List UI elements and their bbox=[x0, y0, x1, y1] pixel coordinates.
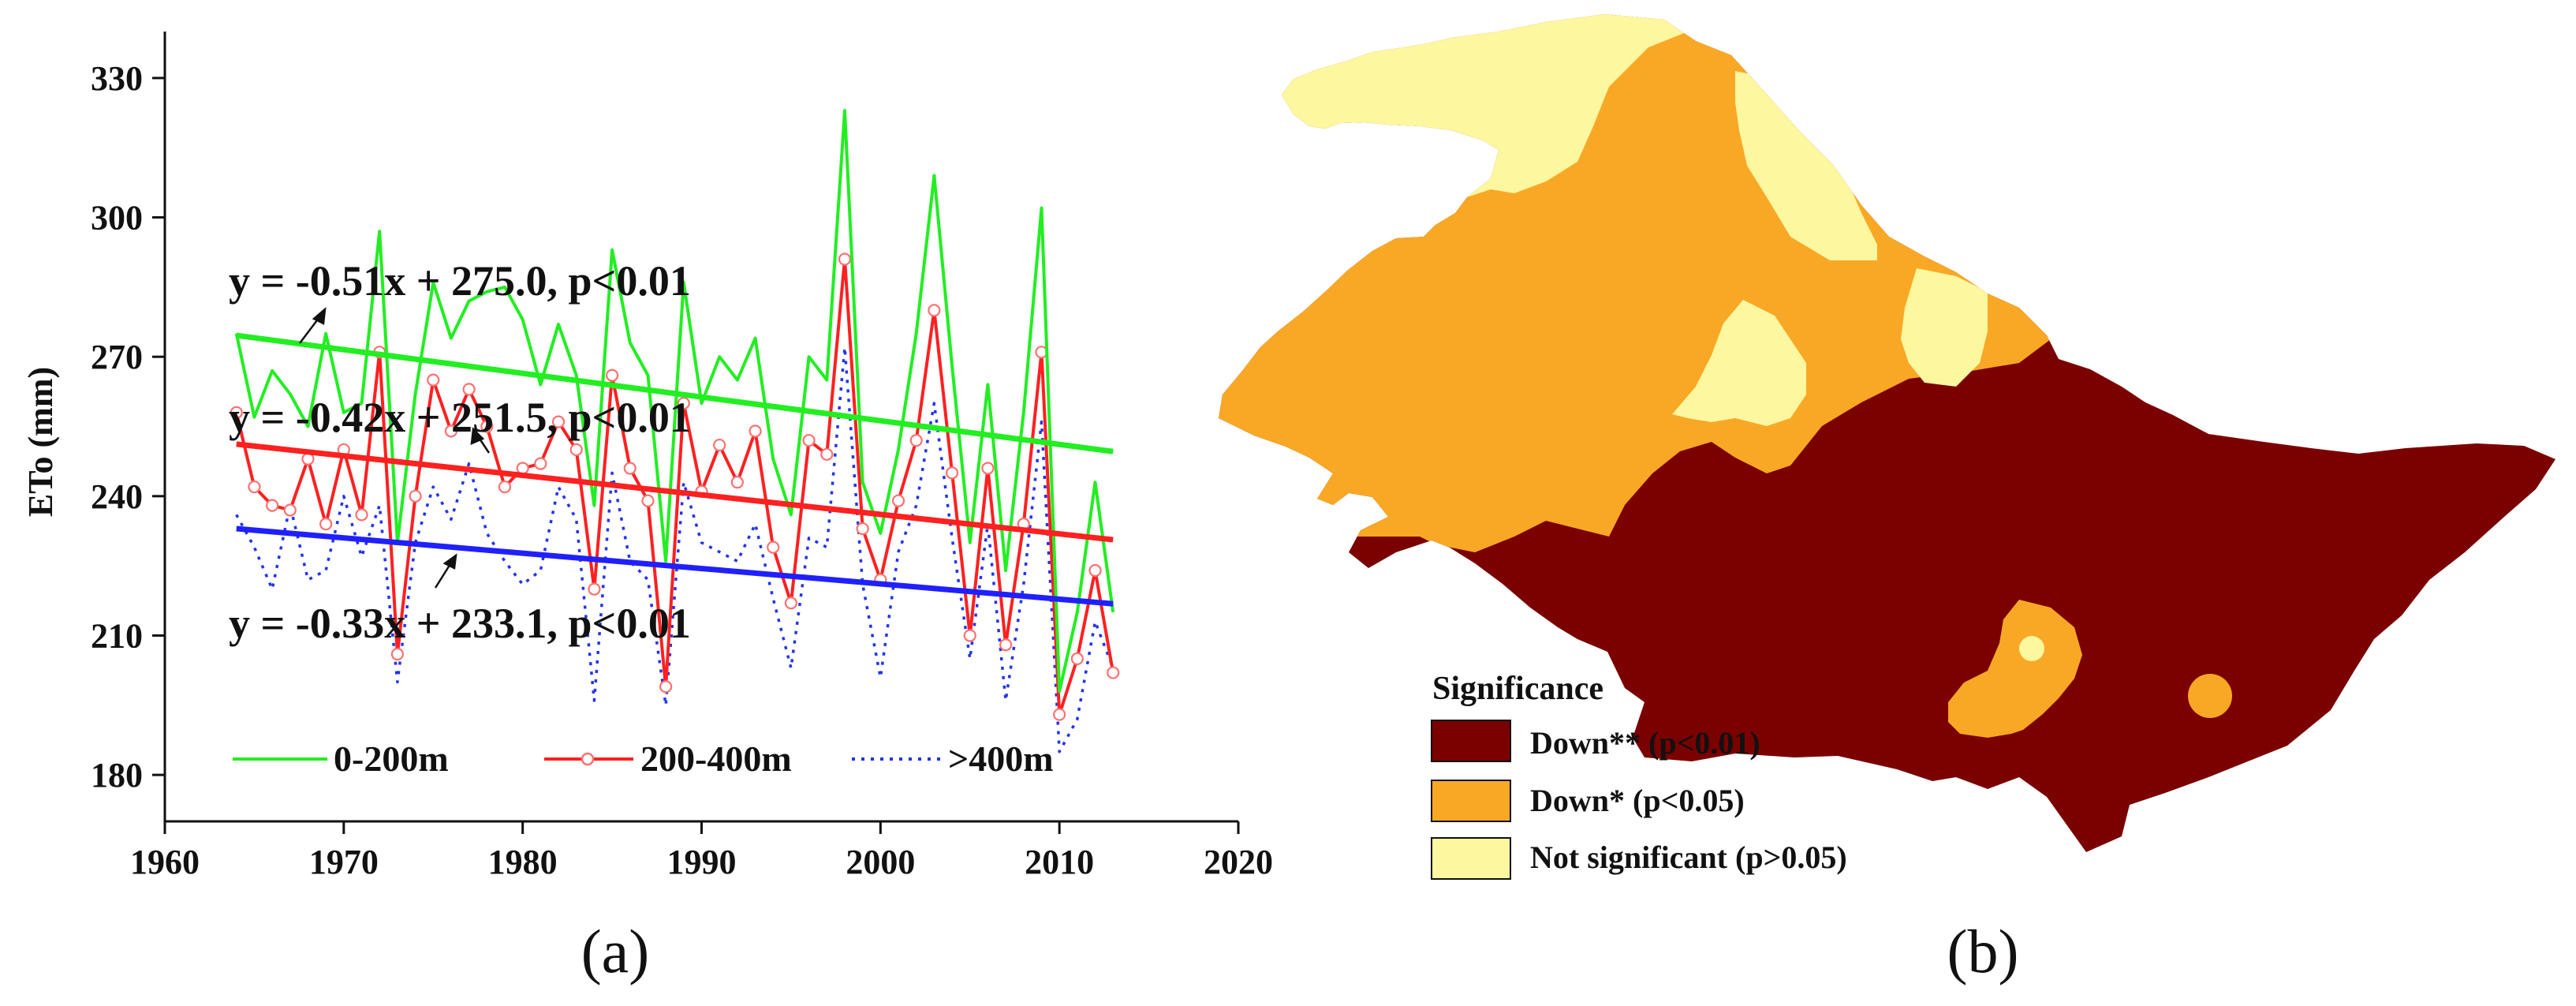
data-point-200-400m bbox=[283, 503, 297, 517]
panel-b-label: (b) bbox=[1947, 917, 2019, 985]
data-point-200-400m bbox=[945, 466, 959, 480]
x-tick-label: 1990 bbox=[667, 843, 737, 881]
data-point-200-400m bbox=[605, 368, 619, 382]
x-tick-label: 1960 bbox=[130, 843, 200, 881]
trend-line bbox=[236, 441, 1114, 543]
data-point-200-400m bbox=[1107, 666, 1120, 679]
data-point-200-400m bbox=[355, 508, 368, 522]
map-zone-not-significant bbox=[1672, 300, 1806, 426]
map-zone-not-significant bbox=[2019, 636, 2044, 661]
x-tick-label: 2020 bbox=[1204, 843, 1273, 881]
map-legend: Significance Down** (p<0.01) Down* (p<0.… bbox=[1431, 671, 1847, 880]
data-point-200-400m bbox=[551, 415, 566, 428]
data-point-200-400m bbox=[1088, 563, 1102, 578]
x-tick-label: 2010 bbox=[1025, 843, 1094, 881]
map-legend-title: Significance bbox=[1432, 671, 1603, 707]
y-tick-label: 330 bbox=[91, 59, 143, 98]
data-point-200-400m bbox=[838, 252, 852, 266]
trend-lines bbox=[236, 332, 1114, 607]
data-point-200-400m bbox=[230, 406, 243, 419]
data-point-200-400m bbox=[928, 304, 941, 317]
data-point-200-400m bbox=[891, 494, 905, 507]
data-point-200-400m bbox=[963, 629, 976, 642]
y-tick-label: 210 bbox=[91, 616, 143, 655]
legend-label-down-005: Down* (p<0.05) bbox=[1530, 783, 1745, 818]
series-line-200-400m bbox=[234, 257, 1115, 716]
equation-0-200m: y = -0.51x + 275.0, p<0.01 bbox=[229, 257, 691, 305]
data-point-200-400m bbox=[266, 499, 279, 512]
equation-over-400m: y = -0.33x + 233.1, p<0.01 bbox=[229, 600, 691, 647]
data-point-200-400m bbox=[856, 522, 869, 536]
legend-label-0-200m: 0-200m bbox=[334, 739, 449, 779]
legend-label-down-001: Down** (p<0.01) bbox=[1530, 725, 1760, 761]
eto-line-chart: 1960 1970 1980 1990 2000 2010 2020 180 210 240 270… bbox=[21, 32, 1273, 881]
significance-map bbox=[1219, 14, 2555, 852]
legend-label-not-significant: Not significant (p>0.05) bbox=[1530, 840, 1847, 875]
data-point-200-400m bbox=[498, 480, 512, 494]
data-point-200-400m bbox=[462, 383, 476, 396]
chart-legend: 0-200m 200-400m >400m bbox=[233, 739, 1054, 779]
data-point-200-400m bbox=[480, 420, 494, 433]
data-point-200-400m bbox=[909, 434, 923, 447]
map-zone-not-significant bbox=[1735, 71, 1877, 260]
data-point-200-400m bbox=[1053, 708, 1066, 721]
series-line-0-200m bbox=[234, 109, 1115, 694]
data-series bbox=[230, 109, 1120, 754]
x-tick-label: 1980 bbox=[488, 843, 558, 881]
y-tick-label: 270 bbox=[91, 338, 143, 376]
data-point-200-400m bbox=[319, 518, 333, 531]
equation-arrows bbox=[299, 306, 491, 589]
data-point-200-400m bbox=[820, 447, 834, 461]
data-point-200-400m bbox=[390, 647, 404, 661]
trend-line bbox=[236, 332, 1114, 454]
data-point-200-400m bbox=[569, 443, 583, 457]
map-zone-not-significant bbox=[1901, 268, 1988, 387]
data-point-200-400m bbox=[713, 438, 726, 452]
data-point-200-400m bbox=[677, 396, 690, 410]
data-point-200-400m bbox=[659, 680, 673, 694]
data-point-200-400m bbox=[1070, 652, 1084, 666]
y-tick-label: 300 bbox=[91, 199, 143, 237]
data-point-200-400m bbox=[784, 596, 798, 610]
data-point-200-400m bbox=[623, 462, 637, 475]
legend-swatch-down-001 bbox=[1431, 720, 1511, 762]
x-tick-label: 1970 bbox=[309, 843, 379, 881]
data-point-200-400m bbox=[767, 540, 780, 554]
legend-swatch-not-significant bbox=[1431, 837, 1511, 880]
axis-ticks: 1960 1970 1980 1990 2000 2010 2020 180 210 240 270… bbox=[91, 59, 1273, 881]
data-point-200-400m bbox=[999, 638, 1013, 652]
data-point-200-400m bbox=[409, 489, 422, 503]
data-point-200-400m bbox=[588, 582, 601, 596]
legend-swatch-down-005 bbox=[1431, 780, 1511, 822]
data-point-200-400m bbox=[981, 462, 995, 475]
data-point-200-400m bbox=[534, 457, 547, 470]
equation-200-400m: y = -0.42x + 251.5, p<0.01 bbox=[229, 394, 691, 441]
data-point-200-400m bbox=[248, 480, 261, 494]
data-point-200-400m bbox=[749, 424, 762, 438]
panel-a-label: (a) bbox=[581, 917, 650, 985]
map-zone-down-p005 bbox=[2188, 674, 2232, 718]
map-zone-down-p005 bbox=[1948, 600, 2082, 738]
y-tick-label: 240 bbox=[91, 477, 143, 516]
legend-label-over-400m: >400m bbox=[948, 739, 1054, 779]
y-axis-label: ETo (mm) bbox=[21, 367, 60, 517]
x-tick-label: 2000 bbox=[846, 843, 915, 881]
data-point-200-400m bbox=[444, 424, 458, 438]
data-point-200-400m bbox=[802, 434, 816, 447]
data-point-200-400m bbox=[641, 494, 655, 507]
trend-line bbox=[236, 525, 1114, 607]
data-point-200-400m bbox=[427, 373, 440, 387]
legend-label-200-400m: 200-400m bbox=[640, 739, 792, 779]
y-tick-label: 180 bbox=[91, 756, 143, 795]
data-point-200-400m bbox=[730, 476, 744, 489]
